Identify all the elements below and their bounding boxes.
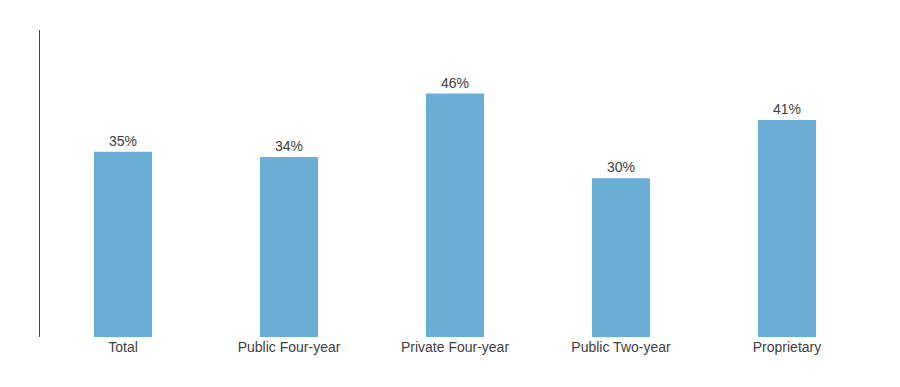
svg-text:Public Four-year: Public Four-year bbox=[238, 339, 341, 355]
svg-text:30%: 30% bbox=[607, 159, 635, 175]
svg-text:Private Four-year: Private Four-year bbox=[401, 339, 509, 355]
svg-text:34%: 34% bbox=[275, 138, 303, 154]
svg-text:46%: 46% bbox=[441, 75, 469, 91]
svg-text:Total: Total bbox=[108, 339, 138, 355]
svg-text:Public Two-year: Public Two-year bbox=[571, 339, 671, 355]
svg-text:Proprietary: Proprietary bbox=[753, 339, 821, 355]
svg-text:41%: 41% bbox=[773, 101, 801, 117]
svg-text:35%: 35% bbox=[109, 133, 137, 149]
